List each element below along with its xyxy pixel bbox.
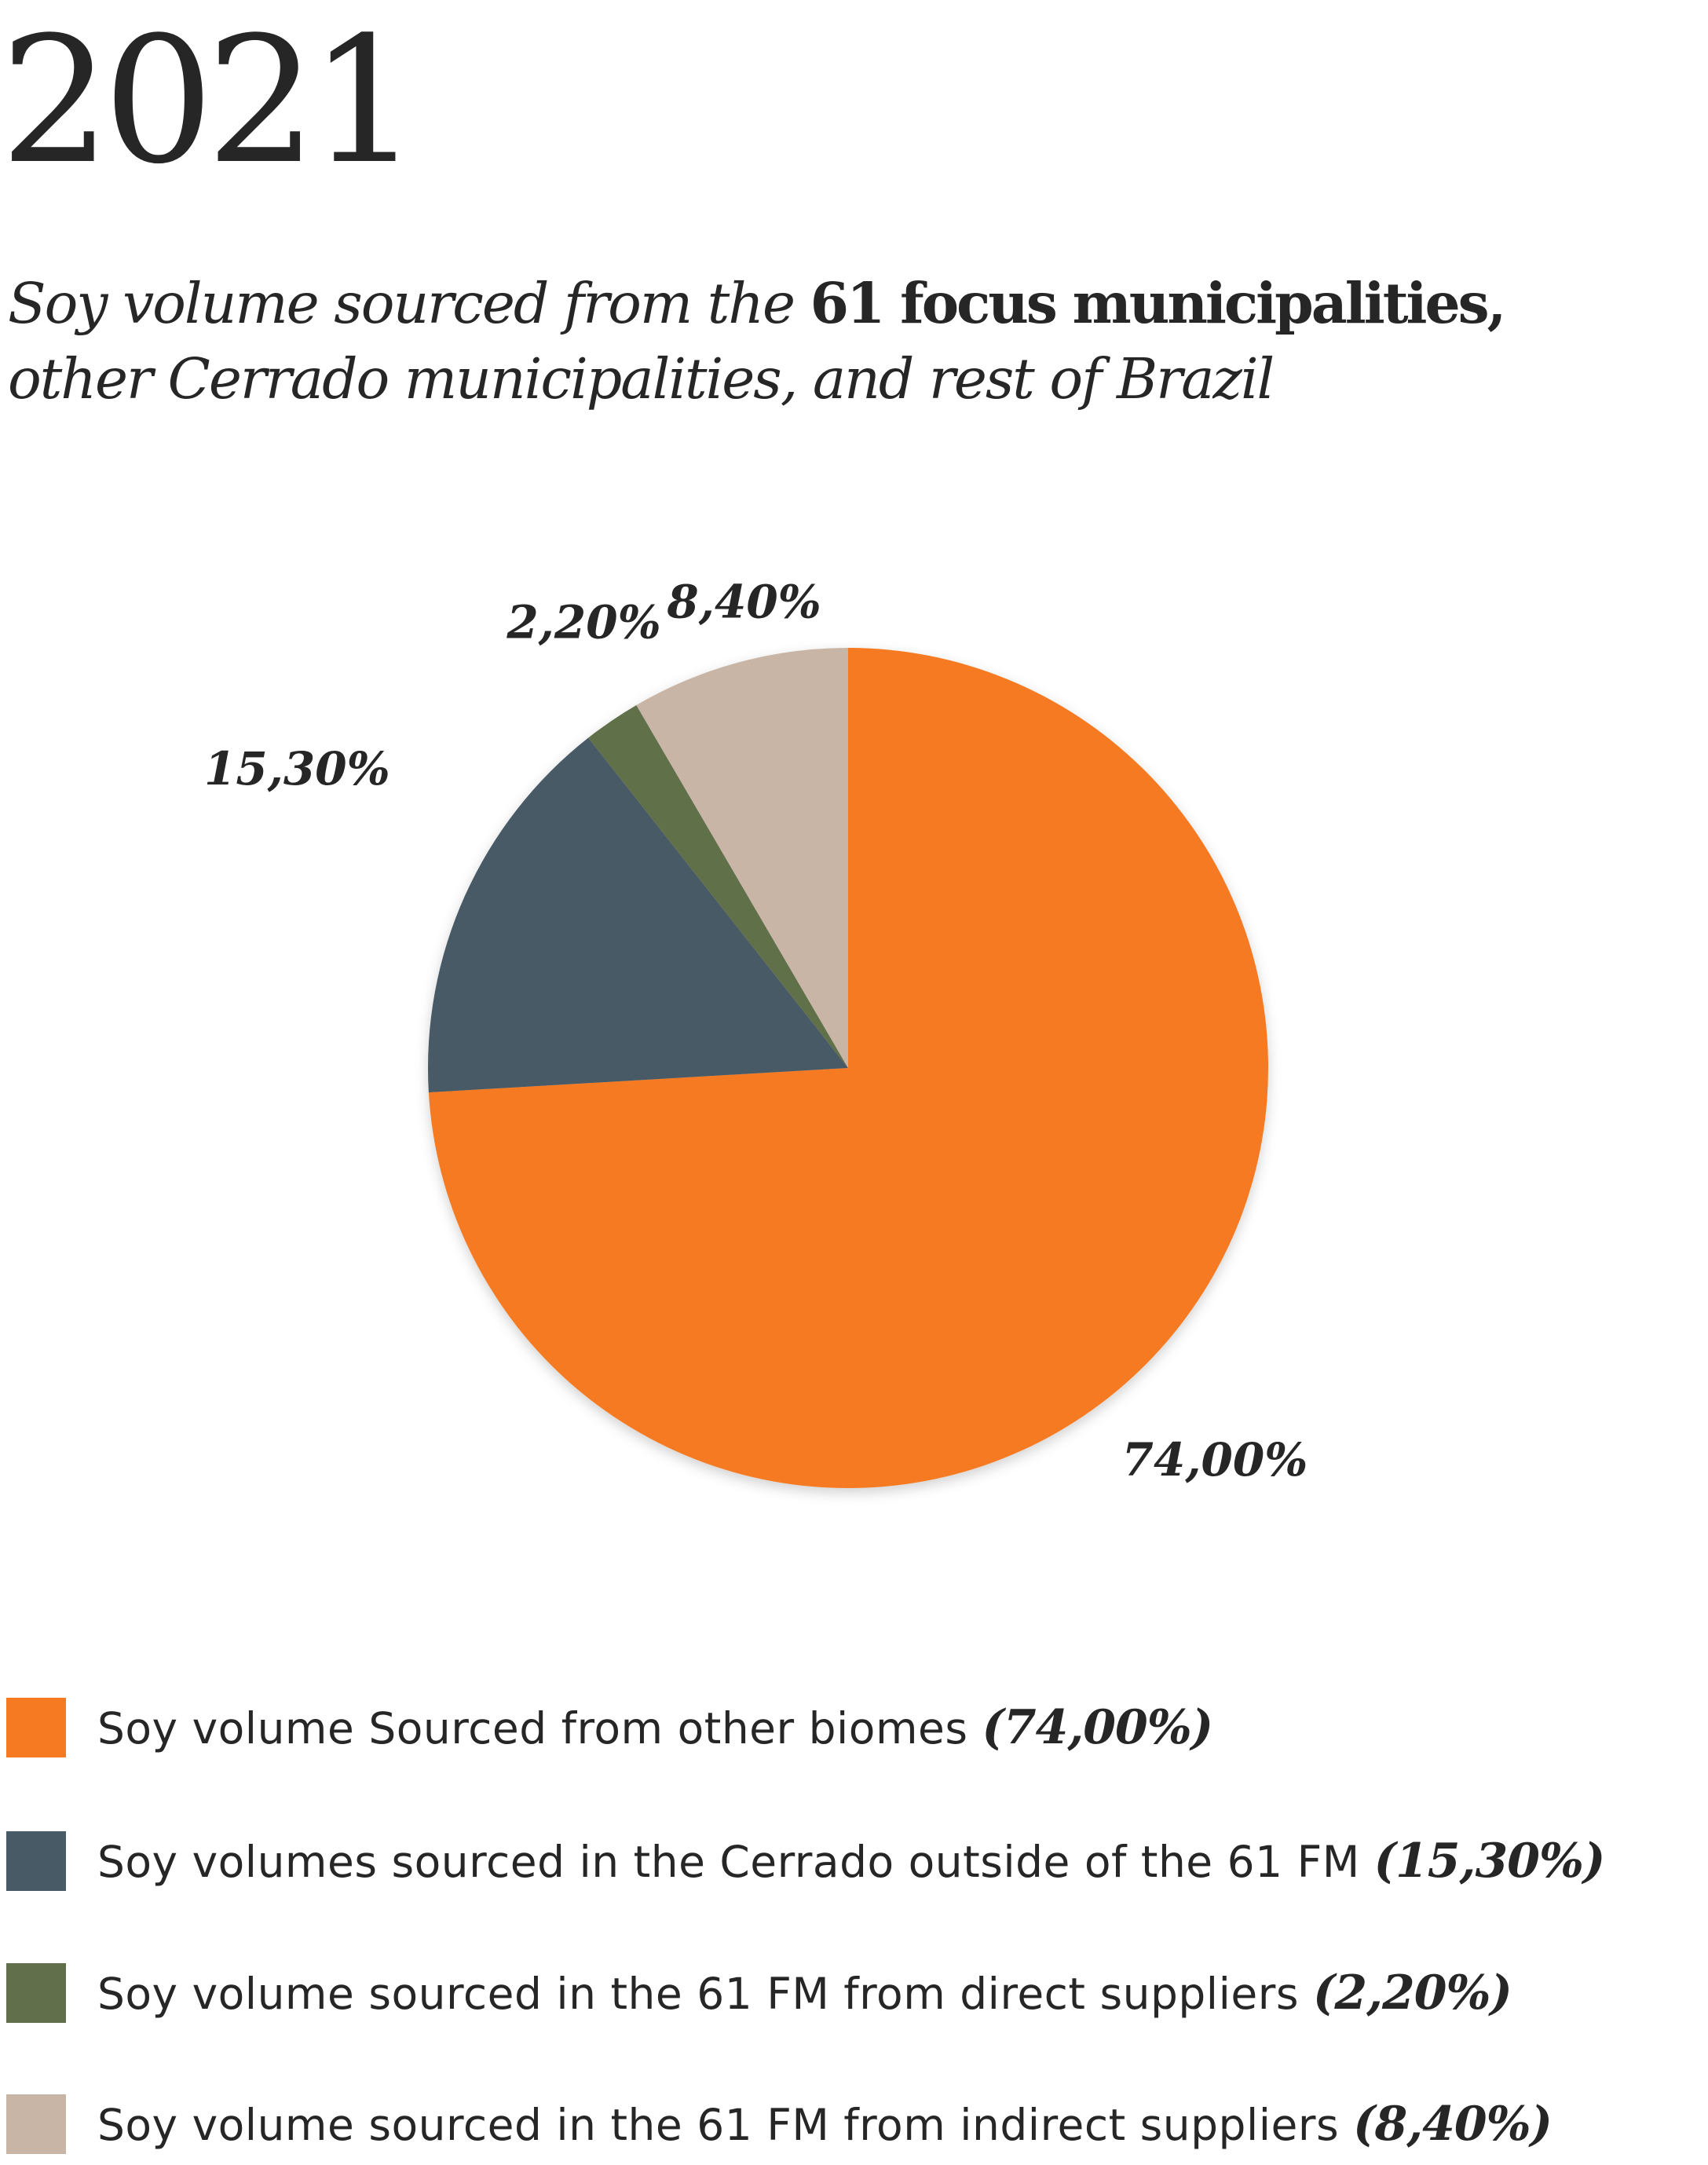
subtitle-part2: other Cerrado municipalities, and rest o… [8,346,1275,411]
legend-name-direct-suppliers: Soy volume sourced in the 61 FM from dir… [97,1969,1299,2019]
legend-swatch-cerrado-outside [6,1831,66,1891]
pie-label-direct-suppliers: 2,20% [506,596,660,649]
legend-swatch-indirect-suppliers [6,2094,66,2154]
legend-label-cerrado-outside: Soy volumes sourced in the Cerrado outsi… [97,1834,1606,1889]
pie-label-indirect-suppliers: 8,40% [666,576,821,629]
legend-pct-indirect-suppliers: (8,40%) [1353,2097,1553,2152]
subtitle-bold: 61 focus municipalities, [810,270,1507,336]
legend-label-other-biomes: Soy volume Sourced from other biomes (74… [97,1700,1214,1755]
legend-label-indirect-suppliers: Soy volume sourced in the 61 FM from ind… [97,2097,1553,2152]
pie-slices [428,648,1268,1488]
legend-item-direct-suppliers: Soy volume sourced in the 61 FM from dir… [6,1962,1512,2024]
pie-chart: 74,00% 15,30% 2,20% 8,40% [204,576,1308,1488]
subtitle-part1: Soy volume sourced from the [8,271,810,336]
legend-swatch-direct-suppliers [6,1963,66,2023]
legend-item-other-biomes: Soy volume Sourced from other biomes (74… [6,1696,1214,1759]
legend-item-cerrado-outside: Soy volumes sourced in the Cerrado outsi… [6,1830,1606,1893]
chart-year-title: 2021 [0,0,420,203]
pie-label-other-biomes: 74,00% [1122,1433,1308,1487]
legend-item-indirect-suppliers: Soy volume sourced in the 61 FM from ind… [6,2093,1553,2156]
legend-swatch-other-biomes [6,1698,66,1757]
pie-label-cerrado-outside: 15,30% [204,742,390,795]
pie-slice-indirect-suppliers [636,648,848,1068]
legend-label-direct-suppliers: Soy volume sourced in the 61 FM from dir… [97,1966,1512,2021]
legend-name-indirect-suppliers: Soy volume sourced in the 61 FM from ind… [97,2100,1340,2150]
chart-subtitle: Soy volume sourced from the 61 focus mun… [8,265,1657,417]
legend-name-cerrado-outside: Soy volumes sourced in the Cerrado outsi… [97,1837,1360,1887]
legend-pct-direct-suppliers: (2,20%) [1312,1966,1512,2021]
legend-pct-other-biomes: (74,00%) [982,1700,1214,1755]
pie-slice-cerrado-outside [428,737,848,1093]
pie-slice-direct-suppliers [588,704,848,1068]
pie-slice-other-biomes [428,648,1268,1488]
pie-labels: 74,00% 15,30% 2,20% 8,40% [204,576,1308,1487]
legend-pct-cerrado-outside: (15,30%) [1373,1834,1606,1889]
legend-name-other-biomes: Soy volume Sourced from other biomes [97,1703,968,1754]
